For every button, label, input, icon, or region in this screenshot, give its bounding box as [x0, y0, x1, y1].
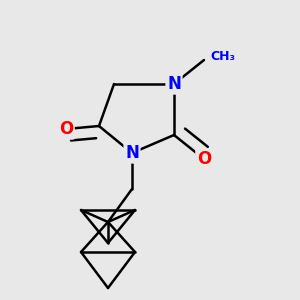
Text: O: O: [197, 150, 211, 168]
Text: CH₃: CH₃: [210, 50, 235, 64]
Text: O: O: [59, 120, 73, 138]
Text: N: N: [125, 144, 139, 162]
Text: N: N: [167, 75, 181, 93]
